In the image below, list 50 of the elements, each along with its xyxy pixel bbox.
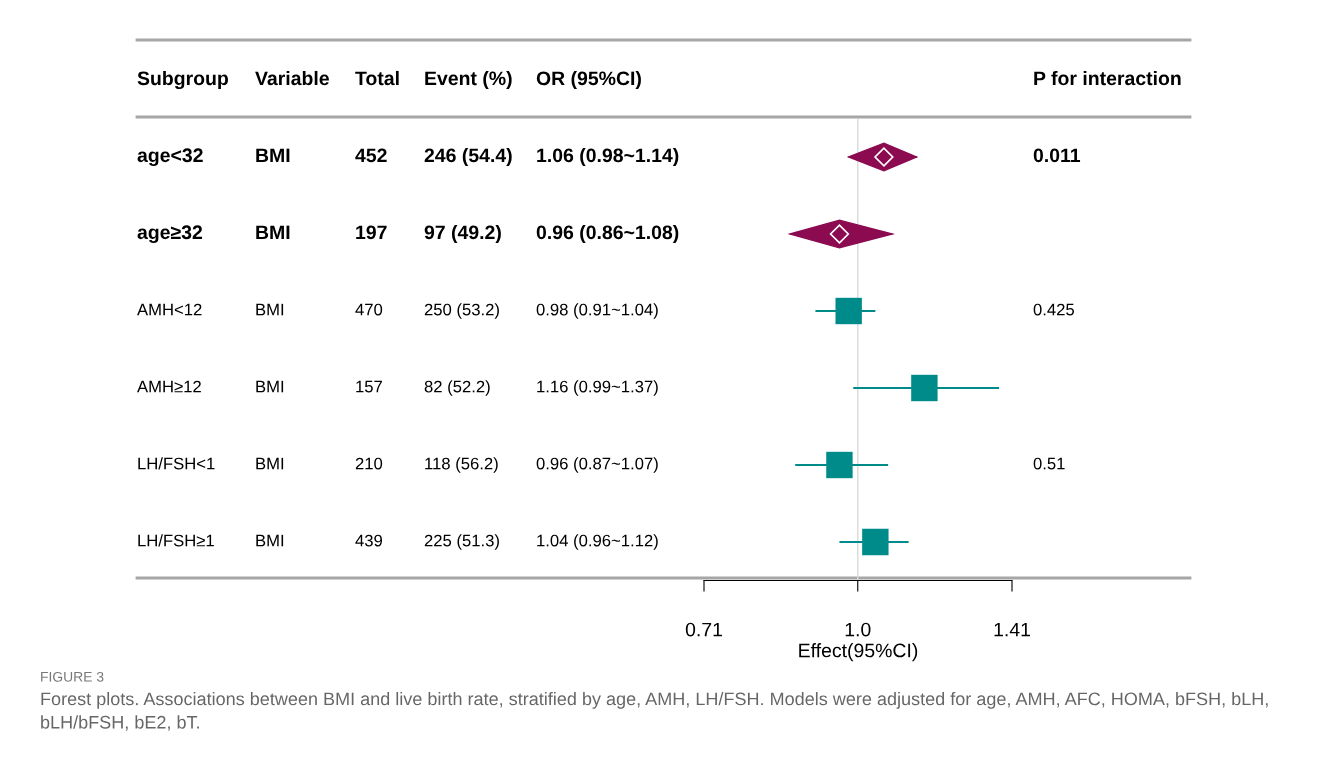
text: 246 (54.4) — [424, 147, 512, 167]
text: 97 (49.2) — [424, 224, 501, 244]
text: 452 — [355, 148, 387, 163]
text: 470 — [355, 303, 383, 316]
text: BMI — [256, 380, 284, 393]
text: 0.51 — [1033, 457, 1065, 470]
text: 1.16 (0.99~1.37) — [537, 380, 658, 396]
caption: FIGURE 3 — [41, 671, 104, 682]
x-tick-label: 0.71 — [685, 622, 722, 637]
text: 118 (56.2) — [425, 457, 498, 473]
point — [911, 374, 938, 402]
x-axis-title: Effect(95%CI) — [799, 643, 918, 662]
category-label: Event (%) — [425, 70, 512, 90]
text: 1.04 (0.96~1.12) — [537, 534, 658, 550]
category-label: OR (95%CI) — [536, 70, 641, 90]
text: 82 (52.2) — [424, 380, 490, 396]
text: age<32 — [137, 148, 203, 167]
text: 250 (53.2) — [424, 303, 499, 319]
point — [862, 528, 889, 556]
category-label: Subgroup — [137, 70, 228, 90]
category-label: Variable — [255, 70, 329, 86]
text: 225 (51.3) — [424, 534, 499, 550]
text: 1.06 (0.98~1.14) — [537, 147, 679, 167]
text: 157 — [356, 380, 382, 393]
text: 0.96 (0.86~1.08) — [536, 224, 679, 244]
text: 439 — [355, 534, 383, 547]
text: AMH<12 — [137, 303, 202, 316]
text: 0.011 — [1033, 148, 1081, 163]
text: BMI — [256, 148, 290, 163]
text: LH/FSH≥1 — [138, 534, 214, 547]
text: BMI — [256, 457, 284, 470]
text: Forest plots. Associations between BMI and live birth rate, stratified by age, AMH, LH/FSH. Models were adjusted for age, AMH, AFC, HOMA, bFSH, bLH, bLH/bFSH, bE2, bT. — [41, 692, 1268, 731]
x-tick-label: 1.41 — [994, 622, 1030, 637]
point — [829, 224, 850, 244]
text: 197 — [356, 225, 387, 240]
category-label: Total — [355, 70, 399, 86]
text: 0.96 (0.87~1.07) — [536, 457, 658, 473]
x-tick-label: 1.0 — [845, 622, 871, 637]
text: 0.98 (0.91~1.04) — [536, 303, 658, 319]
text: 210 — [355, 457, 383, 470]
text: 0.425 — [1033, 303, 1075, 316]
category-label: P for interaction — [1034, 70, 1181, 86]
text: LH/FSH<1 — [138, 457, 215, 470]
text: BMI — [256, 303, 284, 316]
text: BMI — [256, 534, 284, 547]
point — [826, 451, 853, 479]
point — [835, 297, 862, 325]
text: age≥32 — [137, 225, 203, 244]
text: BMI — [256, 225, 290, 240]
text: AMH≥12 — [137, 380, 201, 393]
